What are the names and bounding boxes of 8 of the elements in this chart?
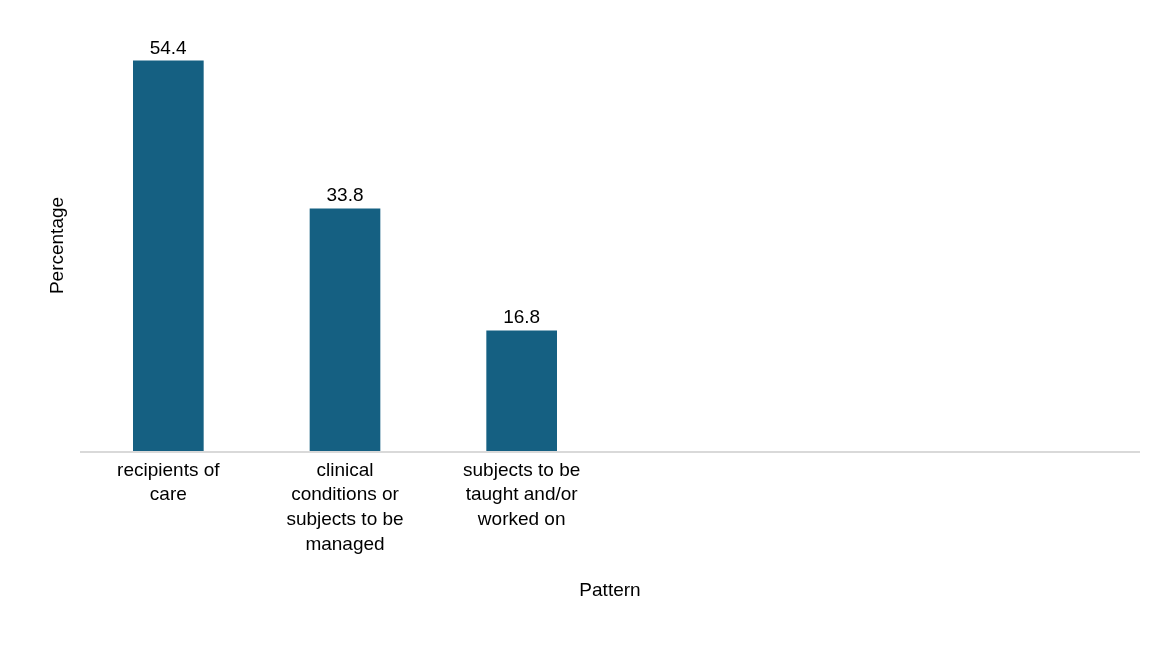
data-label: 54.4 <box>149 36 188 58</box>
x-tick-label: recipients of care <box>117 458 221 505</box>
data-label: 33.8 <box>326 184 364 206</box>
data-label: 16.8 <box>503 306 541 328</box>
x-axis-title: Pattern <box>579 578 641 600</box>
x-tick-label: clinical conditions or subjects to be managed <box>286 458 404 554</box>
y-axis-title: Percentage <box>45 196 67 295</box>
x-tick-label: subjects to be taught and/or worked on <box>463 458 581 529</box>
